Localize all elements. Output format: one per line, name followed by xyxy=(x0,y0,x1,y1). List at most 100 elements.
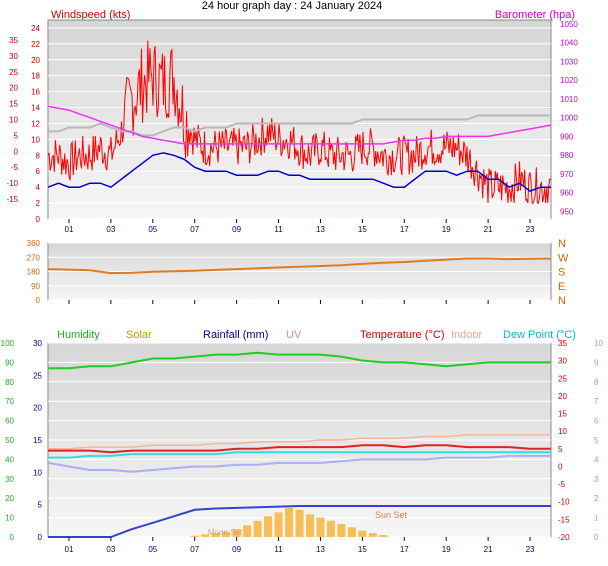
hour-label-bottom: 21 xyxy=(484,545,493,554)
rainfall-tick-label: 5 xyxy=(38,501,43,510)
humidity-series xyxy=(48,351,551,370)
wind-average-series xyxy=(47,152,551,192)
uv-tick-label: 8 xyxy=(594,378,599,387)
wind-kts-tick-label: 18 xyxy=(31,72,40,81)
humidity-tick-label: 30 xyxy=(5,475,14,484)
barometer-tick-label: 1040 xyxy=(560,39,578,48)
wind-secondary-tick-label: 0 xyxy=(14,147,19,156)
wind-secondary-tick-label: 35 xyxy=(9,36,18,45)
solar-bar xyxy=(379,535,388,537)
direction-degree-tick: 0 xyxy=(36,296,41,305)
wind-secondary-tick-label: 20 xyxy=(9,84,18,93)
solar-bar xyxy=(337,524,346,537)
moon-set-annotation: Moon Set xyxy=(208,528,243,537)
barometer-tick-label: 1010 xyxy=(560,95,578,104)
humidity-tick-label: 40 xyxy=(5,455,14,464)
humidity-tick-label: 70 xyxy=(5,397,14,406)
rainfall-tick-label: 15 xyxy=(33,436,42,445)
uv-tick-label: 0 xyxy=(594,533,599,542)
humidity-tick-label: 0 xyxy=(10,533,15,542)
solar-bar xyxy=(274,512,283,537)
rainfall-tick-label: 0 xyxy=(38,533,43,542)
humidity-tick-label: 90 xyxy=(5,358,14,367)
solar-bar xyxy=(264,516,273,537)
uv-tick-label: 6 xyxy=(594,417,599,426)
hour-label-top: 17 xyxy=(400,225,409,234)
hour-label-top: 03 xyxy=(106,225,115,234)
direction-degree-tick: 270 xyxy=(27,253,41,262)
humidity-tick-label: 100 xyxy=(1,339,15,348)
direction-compass-tick: N xyxy=(558,295,566,307)
barometer-tick-label: 1050 xyxy=(560,20,578,29)
uv-tick-label: 5 xyxy=(594,436,599,445)
wind-gust-series xyxy=(47,40,552,204)
temperature-tick-label: 25 xyxy=(558,374,567,383)
solar-bar xyxy=(347,527,356,537)
solar-bar xyxy=(285,507,294,537)
legend-solar: Solar xyxy=(126,329,152,341)
direction-compass-tick: W xyxy=(558,252,569,264)
legend-rainfall: Rainfall (mm) xyxy=(203,329,268,341)
humidity-tick-label: 10 xyxy=(5,514,14,523)
hour-label-top: 13 xyxy=(316,225,325,234)
hour-label-bottom: 01 xyxy=(65,545,74,554)
barometer-tick-label: 950 xyxy=(560,207,574,216)
barometer-tick-label: 980 xyxy=(560,151,574,160)
solar-bar xyxy=(243,525,252,537)
solar-bar xyxy=(222,531,231,537)
wind-panel-frame xyxy=(47,19,552,220)
wind-secondary-tick-label: 25 xyxy=(9,68,18,77)
legend-humidity: Humidity xyxy=(57,329,100,341)
humidity-tick-label: 50 xyxy=(5,436,14,445)
uv-tick-label: 7 xyxy=(594,397,599,406)
windspeed-axis-label: Windspeed (kts) xyxy=(51,9,130,21)
hour-label-bottom: 07 xyxy=(190,545,199,554)
wind-kts-tick-label: 20 xyxy=(31,56,40,65)
direction-compass-tick: N xyxy=(558,238,566,250)
temperature-series xyxy=(48,444,551,454)
barometer-tick-label: 960 xyxy=(560,189,574,198)
rainfall-tick-label: 20 xyxy=(33,404,42,413)
hour-label-bottom: 03 xyxy=(106,545,115,554)
solar-bar xyxy=(253,520,262,537)
uv-tick-label: 3 xyxy=(594,475,599,484)
wind-kts-tick-label: 12 xyxy=(31,119,40,128)
legend-temperature: Temperature (°C) xyxy=(360,329,444,341)
wind-secondary-tick-label: -5 xyxy=(11,163,19,172)
hour-label-top: 01 xyxy=(65,225,74,234)
wind-kts-tick-label: 14 xyxy=(31,104,40,113)
hour-label-top: 23 xyxy=(526,225,535,234)
temperature-tick-label: 10 xyxy=(558,427,567,436)
sun-set-annotation: Sun Set xyxy=(375,510,408,520)
temperature-tick-label: 5 xyxy=(558,445,563,454)
hour-label-bottom: 11 xyxy=(274,545,283,554)
hour-label-bottom: 05 xyxy=(148,545,157,554)
barometer-tick-label: 1020 xyxy=(560,76,578,85)
temperature-tick-label: 20 xyxy=(558,392,567,401)
hour-label-top: 05 xyxy=(148,225,157,234)
barometer-series xyxy=(47,105,552,145)
solar-bar xyxy=(316,517,325,537)
hour-label-top: 07 xyxy=(190,225,199,234)
solar-bar xyxy=(326,520,335,537)
hour-label-top: 21 xyxy=(484,225,493,234)
dew-point-series xyxy=(48,451,551,459)
solar-bar xyxy=(211,533,220,537)
hour-label-bottom: 15 xyxy=(358,545,367,554)
direction-compass-tick: S xyxy=(558,267,565,279)
grey-trace-series xyxy=(48,114,551,137)
temperature-tick-label: -5 xyxy=(558,480,566,489)
solar-bar xyxy=(358,530,367,537)
barometer-tick-label: 1030 xyxy=(560,57,578,66)
solar-bar xyxy=(201,534,210,537)
wind-kts-tick-label: 4 xyxy=(36,183,41,192)
rainfall-tick-label: 30 xyxy=(33,339,42,348)
uv-tick-label: 10 xyxy=(594,339,603,348)
wind-kts-tick-label: 0 xyxy=(36,215,41,224)
uv-tick-label: 1 xyxy=(594,514,599,523)
hour-label-top: 09 xyxy=(232,225,241,234)
barometer-tick-label: 1000 xyxy=(560,114,578,123)
uv-tick-label: 2 xyxy=(594,494,599,503)
wind-secondary-tick-label: -15 xyxy=(6,195,18,204)
direction-degree-tick: 360 xyxy=(27,239,41,248)
